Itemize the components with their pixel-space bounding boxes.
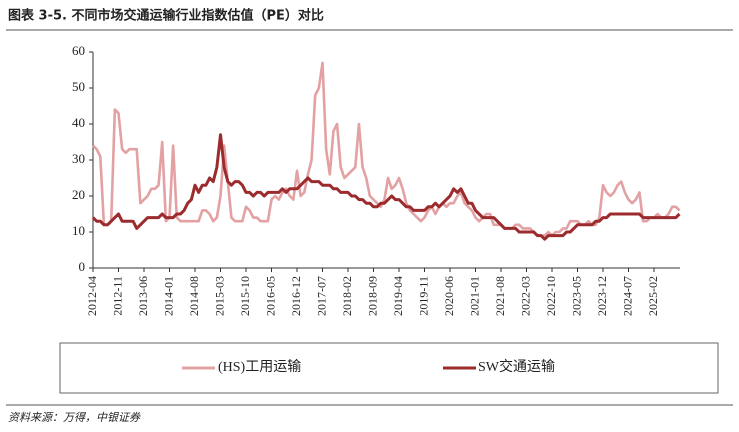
y-tick-label: 40 — [72, 115, 85, 130]
x-tick-label: 2025-02 — [646, 276, 660, 316]
y-tick-label: 20 — [72, 187, 85, 202]
x-tick-label: 2012-04 — [85, 276, 99, 316]
x-tick-label: 2015-03 — [212, 276, 226, 316]
x-tick-label: 2016-12 — [289, 276, 303, 316]
chart-title: 图表 3-5. 不同市场交通运输行业指数估值（PE）对比 — [8, 8, 324, 24]
x-tick-label: 2020-06 — [442, 276, 456, 316]
series-line — [91, 133, 681, 241]
x-tick-label: 2019-04 — [391, 276, 405, 316]
y-tick-label: 50 — [72, 79, 85, 94]
x-tick-label: 2017-07 — [314, 276, 328, 316]
x-tick-label: 2023-12 — [595, 276, 609, 316]
x-tick-label: 2018-02 — [340, 276, 354, 316]
x-tick-label: 2021-08 — [493, 276, 507, 316]
source-note: 资料来源：万得，中银证券 — [8, 411, 141, 424]
legend-label: SW交通运输 — [478, 358, 555, 375]
x-tick-label: 2024-07 — [620, 276, 634, 316]
series-line — [92, 61, 681, 237]
x-tick-label: 2014-01 — [161, 276, 175, 316]
x-tick-label: 2014-08 — [187, 276, 201, 316]
y-tick-label: 0 — [79, 259, 86, 274]
x-tick-label: 2018-09 — [365, 276, 379, 316]
legend-label: (HS)工用运输 — [218, 359, 301, 375]
x-tick-label: 2016-05 — [263, 276, 277, 316]
legend-box — [59, 342, 719, 394]
x-tick-label: 2022-03 — [518, 276, 532, 316]
x-tick-label: 2022-10 — [544, 276, 558, 316]
x-tick-label: 2019-11 — [416, 276, 430, 316]
x-tick-label: 2015-10 — [238, 276, 252, 316]
x-tick-label: 2021-01 — [467, 276, 481, 316]
x-tick-label: 2013-06 — [136, 276, 150, 316]
y-tick-label: 30 — [72, 151, 85, 166]
y-tick-label: 60 — [72, 43, 85, 58]
y-tick-label: 10 — [72, 223, 85, 238]
x-tick-label: 2023-05 — [569, 276, 583, 316]
x-tick-label: 2012-11 — [110, 276, 124, 316]
